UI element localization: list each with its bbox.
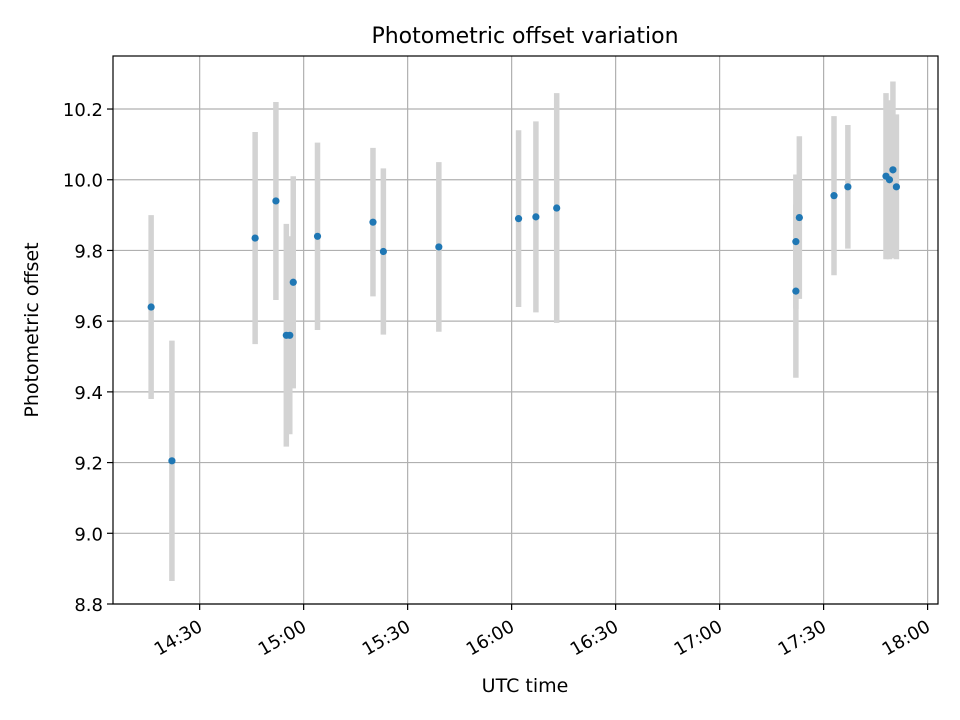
y-tick-label: 10.2: [63, 100, 103, 121]
data-point: [553, 204, 561, 212]
data-point: [892, 183, 901, 191]
data-point: [147, 303, 155, 311]
y-tick-label: 9.6: [74, 312, 103, 333]
data-point: [844, 183, 852, 191]
data-point: [889, 166, 897, 174]
y-tick-label: 9.2: [74, 454, 103, 475]
data-point: [168, 457, 176, 465]
data-point: [792, 238, 800, 246]
data-point: [251, 234, 259, 242]
x-axis-label: UTC time: [482, 675, 569, 697]
y-tick-label: 10.0: [63, 171, 103, 192]
y-tick-label: 9.0: [74, 524, 103, 545]
data-point: [885, 176, 894, 184]
data-point: [286, 331, 294, 339]
y-tick-label: 9.4: [74, 383, 103, 404]
data-point: [379, 247, 387, 256]
chart-title: Photometric offset variation: [371, 24, 678, 49]
y-tick-label: 9.8: [74, 241, 103, 262]
data-point: [830, 192, 838, 200]
data-point: [532, 213, 540, 221]
data-point: [369, 218, 377, 226]
plot-frame: [112, 55, 939, 605]
data-point: [792, 287, 800, 295]
data-point: [514, 215, 523, 223]
y-tick-label: 8.8: [74, 595, 103, 616]
data-point: [795, 213, 803, 222]
data-point: [289, 278, 297, 286]
data-point: [272, 197, 280, 205]
data-point: [313, 232, 322, 240]
y-axis-label: Photometric offset: [21, 242, 43, 417]
y-axis-ticks: 8.8 9.0 9.2 9.4 9.6 9.8 10.0 10.2: [63, 100, 113, 616]
data-point: [435, 243, 443, 251]
data-points: [147, 166, 901, 465]
